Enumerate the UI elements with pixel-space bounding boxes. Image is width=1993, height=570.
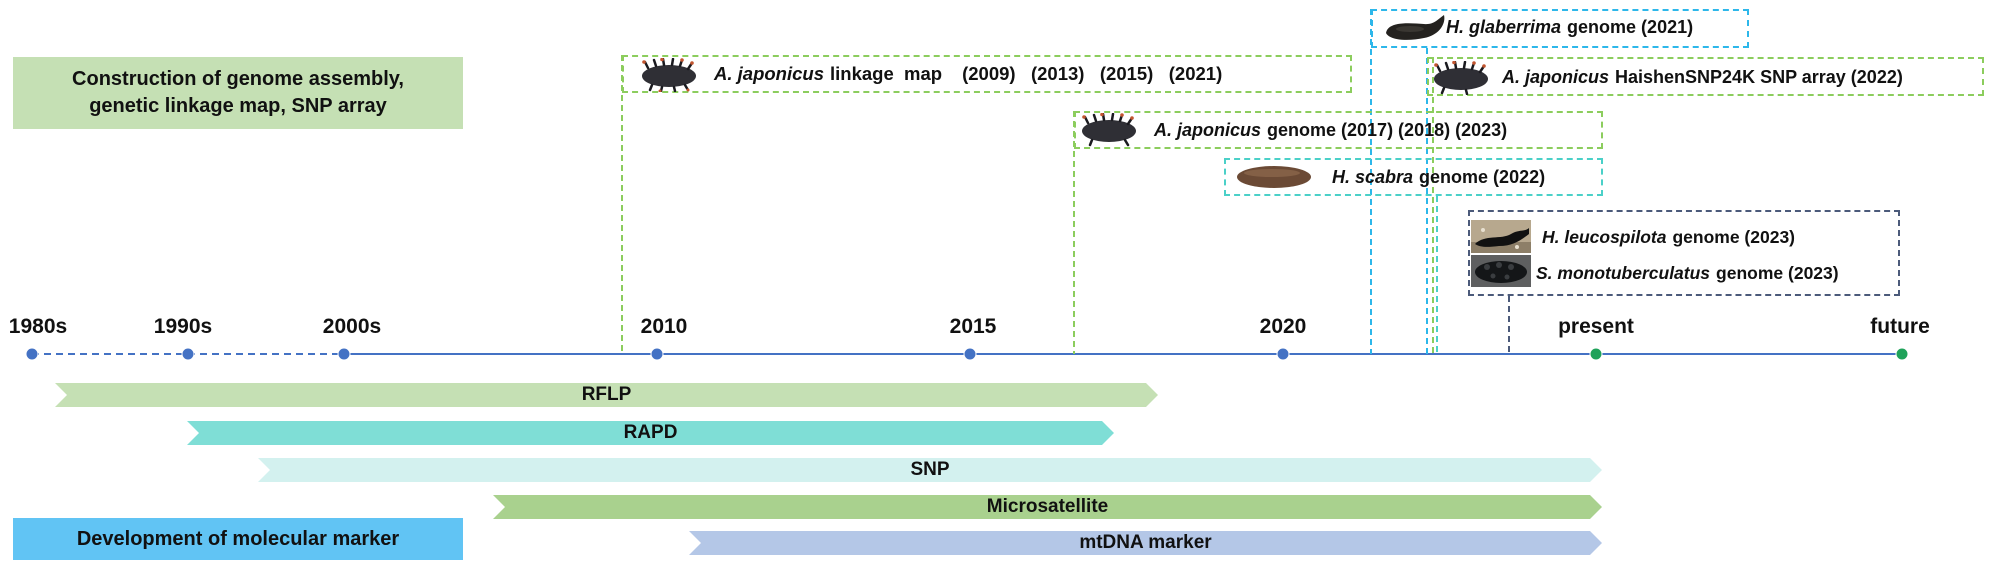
sea-cucumber-scabra-icon [1237, 166, 1311, 188]
sea-cucumber-leucospilota-photo [1471, 220, 1531, 253]
marker-bar-rflp: RFLP [55, 383, 1158, 407]
snp-array-label: A. japonicus HaishenSNP24K SNP array (20… [1502, 64, 1903, 90]
year-label-1990s: 1990s [153, 315, 213, 338]
year-label-present: present [1558, 315, 1634, 338]
timeline-node-1980s [25, 347, 39, 361]
axis-nodes [25, 347, 1909, 361]
timeline-node-future [1895, 347, 1909, 361]
legend-molecular-marker: Development of molecular marker [13, 518, 463, 560]
scabra-label: H. scabra genome (2022) [1332, 164, 1545, 190]
leucospilota-text: genome (2023) [1672, 226, 1796, 247]
marker-bar-label: RFLP [581, 384, 632, 405]
timeline-node-1990s [181, 347, 195, 361]
snp-array-species: A. japonicus [1502, 66, 1610, 87]
sea-cucumber-japonicus-icon [642, 58, 696, 92]
aj-genome-species: A. japonicus [1154, 119, 1262, 140]
sea-cucumber-glaberrima-icon [1386, 15, 1445, 40]
legend-genome-line1: Construction of genome assembly, [72, 68, 404, 90]
marker-bar-label: mtDNA marker [1079, 532, 1212, 553]
monotuberculatus-label: S. monotuberculatus genome (2023) [1536, 261, 1839, 285]
marker-bar-mtdna-marker: mtDNA marker [689, 531, 1602, 555]
scabra-species: H. scabra [1332, 166, 1414, 187]
scabra-box [1224, 158, 1603, 196]
sea-cucumber-monotuberculatus-photo [1471, 255, 1531, 287]
monotuberculatus-species: S. monotuberculatus [1536, 262, 1711, 283]
sea-cucumber-japonicus-icon [1082, 113, 1136, 147]
legend-genome-assembly: Construction of genome assembly, genetic… [13, 57, 463, 129]
year-label-future: future [1870, 315, 1930, 338]
marker-bar-label: Microsatellite [986, 496, 1109, 517]
marker-bar-snp: SNP [258, 458, 1602, 482]
timeline-node-present [1589, 347, 1603, 361]
linkage-map-box [622, 55, 1352, 93]
timeline-node-2010 [650, 347, 664, 361]
year-label-2020: 2020 [1259, 315, 1307, 338]
snp-array-text: HaishenSNP24K SNP array (2022) [1615, 66, 1903, 87]
timeline-node-2000s [337, 347, 351, 361]
legend-genome-line2: genetic linkage map, SNP array [89, 95, 387, 117]
snp-array-box [1427, 57, 1984, 96]
linkage-map-text: linkage map [830, 63, 943, 84]
glaberrima-label: H. glaberrima genome (2021) [1446, 14, 1693, 40]
sea-cucumber-japonicus-icon [1434, 61, 1488, 95]
timeline-node-2015 [963, 347, 977, 361]
monotuberculatus-text: genome (2023) [1716, 262, 1839, 283]
aj-genome-box [1074, 111, 1603, 149]
aj-genome-label: A. japonicus genome (2017) (2018) (2023) [1154, 117, 1507, 143]
aj-genome-text: genome (2017) (2018) (2023) [1267, 119, 1508, 140]
linkage-map-years: (2009) (2013) (2015) (2021) [962, 63, 1223, 84]
marker-bar-label: RAPD [623, 422, 678, 443]
year-label-2015: 2015 [949, 315, 997, 338]
year-label-2000s: 2000s [322, 315, 382, 338]
leucospilota-label: H. leucospilota genome (2023) [1542, 225, 1795, 249]
linkage-map-label: A. japonicus linkage map (2009) (2013) (… [714, 61, 1222, 87]
marker-bar-rapd: RAPD [187, 421, 1114, 445]
glaberrima-box [1371, 9, 1749, 48]
year-label-2010: 2010 [640, 315, 688, 338]
year-label-1980s: 1980s [8, 315, 68, 338]
linkage-map-species: A. japonicus [714, 63, 824, 84]
glaberrima-text: genome (2021) [1567, 16, 1694, 37]
marker-bar-label: SNP [910, 459, 950, 480]
timeline-node-2020 [1276, 347, 1290, 361]
marker-bar-microsatellite: Microsatellite [493, 495, 1602, 519]
genomes-2023-box [1468, 210, 1900, 296]
leucospilota-species: H. leucospilota [1542, 226, 1667, 247]
glaberrima-species: H. glaberrima [1446, 16, 1562, 37]
scabra-text: genome (2022) [1419, 166, 1546, 187]
